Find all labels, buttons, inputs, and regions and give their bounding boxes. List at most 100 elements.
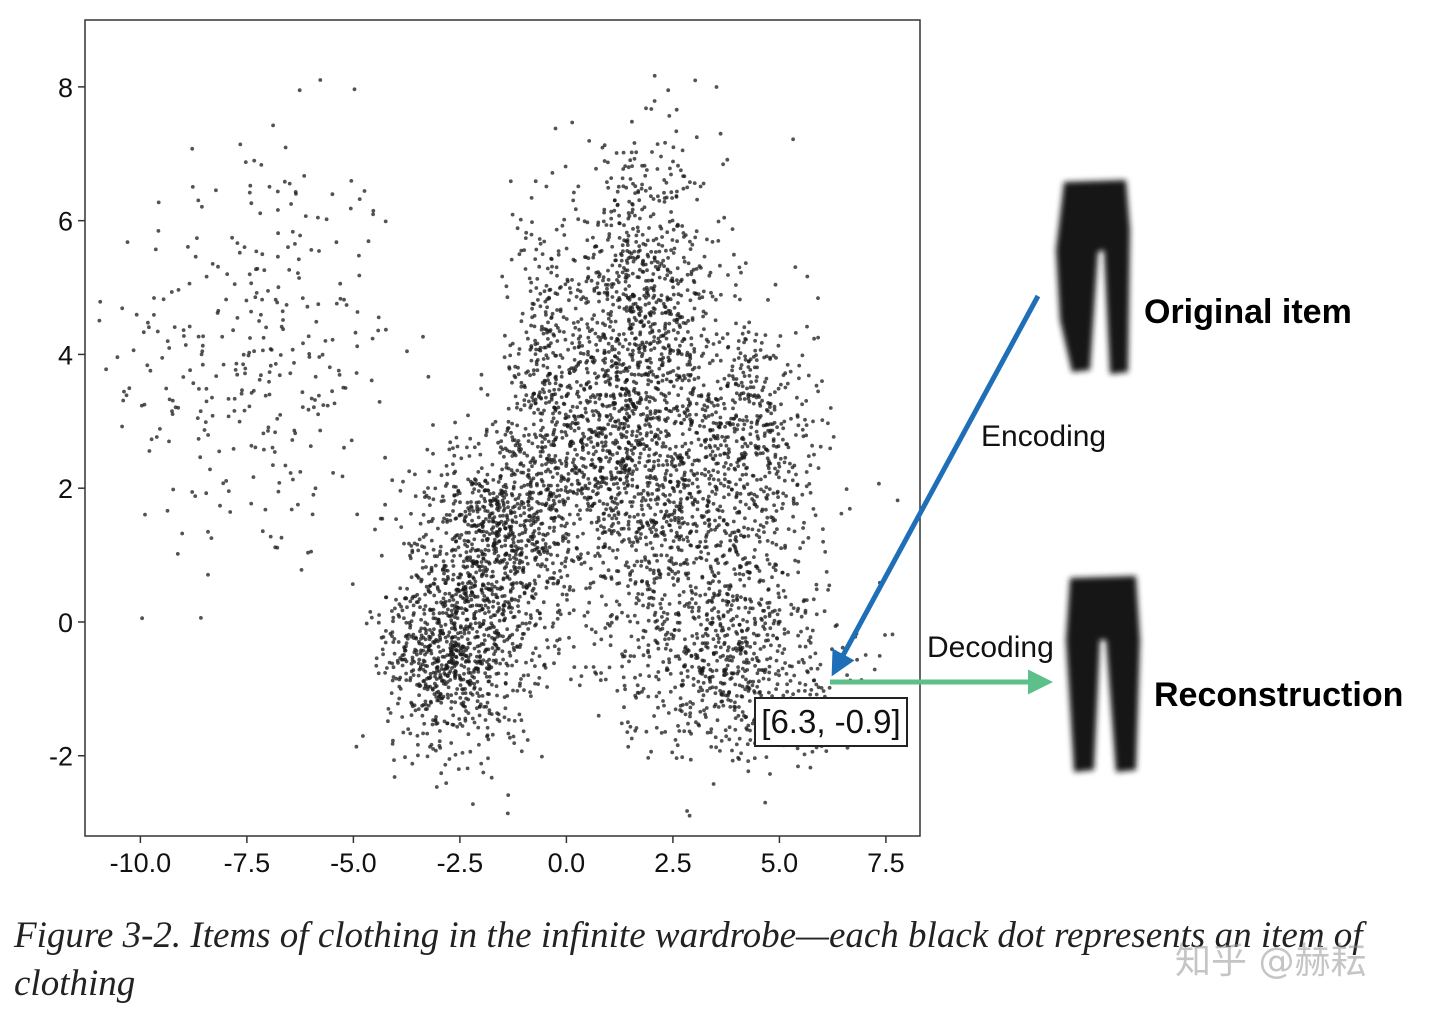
scatter-point (289, 202, 293, 206)
scatter-point (420, 713, 425, 718)
scatter-point (601, 309, 605, 313)
scatter-point (570, 278, 574, 282)
scatter-point (663, 276, 667, 281)
scatter-point (550, 264, 554, 269)
scatter-point (640, 592, 645, 597)
scatter-point (259, 312, 263, 317)
scatter-point (638, 442, 643, 447)
scatter-point (495, 586, 500, 591)
scatter-point (567, 512, 572, 517)
scatter-point (221, 362, 226, 367)
scatter-point (708, 428, 713, 433)
scatter-point (710, 449, 715, 454)
scatter-point (734, 493, 739, 498)
scatter-point (768, 392, 772, 397)
scatter-point (564, 456, 569, 461)
scatter-point (546, 459, 551, 464)
scatter-point (510, 606, 514, 610)
scatter-point (620, 457, 625, 461)
scatter-point (434, 715, 438, 719)
scatter-point (436, 617, 440, 622)
scatter-point (500, 594, 505, 599)
scatter-point (535, 368, 540, 373)
scatter-point (656, 458, 661, 463)
scatter-point (649, 530, 654, 535)
scatter-point (665, 462, 670, 467)
scatter-point (622, 223, 626, 228)
scatter-point (669, 379, 674, 384)
scatter-point (632, 563, 637, 568)
scatter-point (538, 291, 543, 296)
scatter-point (615, 356, 620, 360)
scatter-point (421, 667, 426, 672)
scatter-point (552, 387, 557, 392)
scatter-point (674, 195, 679, 199)
scatter-point (641, 488, 646, 493)
scatter-point (195, 416, 200, 420)
scatter-point (459, 533, 464, 537)
scatter-point (533, 352, 538, 356)
scatter-point (431, 632, 435, 637)
scatter-point (455, 661, 460, 665)
scatter-point (538, 616, 543, 621)
scatter-point (563, 412, 568, 417)
scatter-point (629, 251, 634, 256)
scatter-point (722, 438, 727, 443)
scatter-point (534, 347, 538, 352)
scatter-point (827, 583, 832, 588)
scatter-point (517, 684, 522, 688)
scatter-point (277, 373, 282, 378)
scatter-point (704, 344, 709, 349)
scatter-point (415, 574, 420, 579)
scatter-point (773, 282, 778, 287)
scatter-point (470, 674, 475, 679)
scatter-point (686, 483, 691, 488)
scatter-point (632, 372, 637, 377)
scatter-point (631, 227, 635, 231)
scatter-point (504, 672, 509, 676)
scatter-point (394, 597, 398, 602)
scatter-point (754, 451, 758, 455)
scatter-point (630, 164, 634, 169)
scatter-point (400, 608, 405, 613)
scatter-point (261, 348, 265, 353)
scatter-point (621, 332, 626, 336)
scatter-point (698, 184, 703, 189)
scatter-point (566, 347, 570, 352)
scatter-point (630, 358, 635, 362)
scatter-point (535, 277, 540, 281)
scatter-point (409, 713, 414, 717)
scatter-point (616, 569, 621, 574)
scatter-point (528, 482, 533, 486)
scatter-point (323, 339, 328, 343)
scatter-point (495, 429, 499, 434)
scatter-point (517, 493, 522, 497)
scatter-point (386, 719, 390, 724)
scatter-point (729, 618, 734, 623)
scatter-point (654, 477, 659, 482)
scatter-point (454, 691, 458, 696)
scatter-point (725, 603, 729, 607)
scatter-point (594, 270, 599, 275)
scatter-point (658, 453, 662, 458)
scatter-point (741, 618, 745, 622)
scatter-point (586, 266, 591, 271)
scatter-point (232, 409, 237, 413)
scatter-point (471, 802, 475, 806)
scatter-point (606, 268, 610, 273)
scatter-point (622, 538, 626, 542)
scatter-point (540, 435, 545, 439)
scatter-point (748, 393, 753, 397)
scatter-point (532, 324, 537, 329)
scatter-point (468, 604, 473, 609)
scatter-point (314, 319, 319, 324)
scatter-point (376, 620, 381, 625)
scatter-point (635, 429, 640, 433)
scatter-point (490, 422, 495, 427)
scatter-point (657, 436, 661, 441)
scatter-point (645, 268, 649, 273)
scatter-point (752, 756, 757, 761)
scatter-point (490, 592, 495, 597)
scatter-point (754, 332, 759, 337)
scatter-point (470, 546, 475, 551)
